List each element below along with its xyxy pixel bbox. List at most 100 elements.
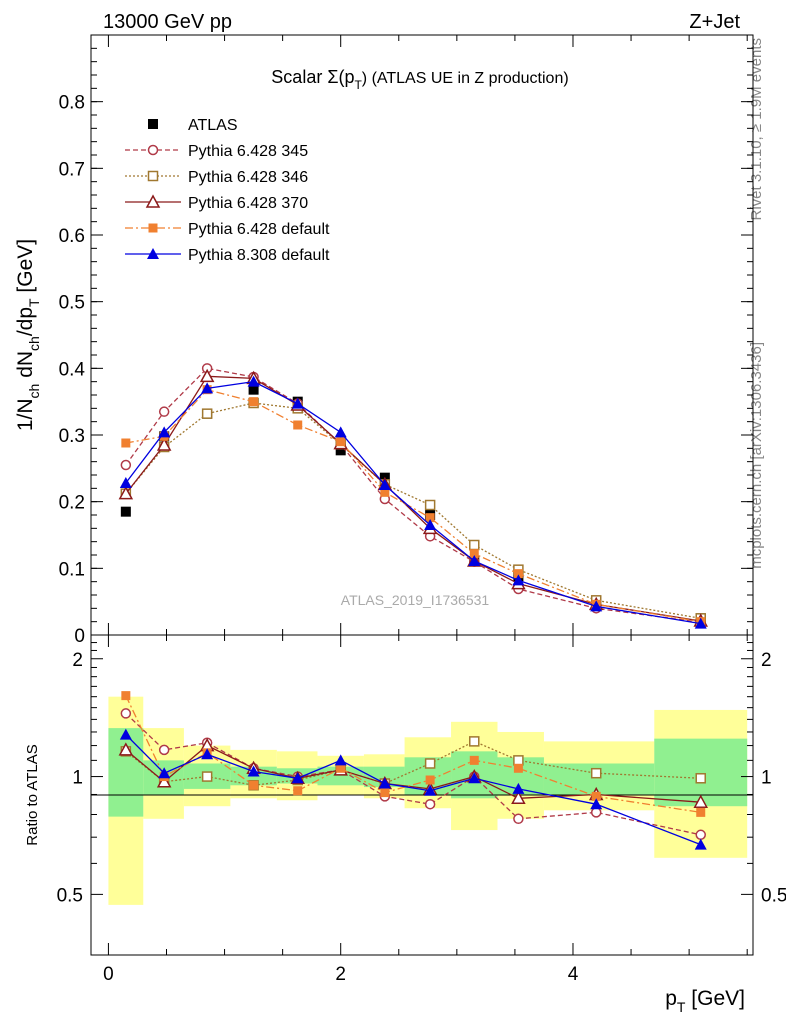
y-axis-label-part: ch: [26, 384, 42, 399]
data-point: [424, 519, 437, 530]
data-point: [156, 437, 172, 451]
ratio-point: [334, 754, 347, 766]
chart-title: Scalar Σ(pT) (ATLAS UE in Z production): [271, 67, 568, 92]
ratio-tick-label: 1: [72, 768, 83, 789]
x-tick-label: 4: [568, 964, 579, 985]
ratio-point: [249, 780, 259, 790]
ratio-series-group: [118, 691, 709, 850]
main-series-group: [118, 363, 709, 629]
y-tick-label: 0.1: [59, 559, 85, 580]
ratio-point: [511, 790, 526, 805]
data-point: [121, 438, 131, 448]
ratio-tick-label-right: 2: [761, 650, 772, 671]
ratio-tick-label: 2: [72, 650, 83, 671]
data-point: [158, 426, 171, 438]
data-point: [380, 487, 390, 497]
ratio-point: [591, 791, 601, 801]
y-tick-label: 0.3: [59, 426, 85, 447]
y-tick-label: 0.7: [59, 159, 85, 180]
data-point: [513, 569, 523, 579]
legend-label: Pythia 6.428 346: [188, 169, 308, 186]
x-tick-labels: 0 2 4: [103, 964, 579, 985]
header-left-label: 13000 GeV pp: [103, 11, 232, 33]
legend-marker: [147, 248, 159, 259]
ratio-point: [380, 788, 390, 798]
ratio-point: [590, 807, 602, 818]
ratio-point: [336, 763, 346, 773]
y-tick-label: 0.6: [59, 226, 85, 247]
y-tick-label: 0.4: [59, 359, 86, 380]
y-axis-label-part: 1/N: [14, 398, 37, 431]
series-line: [125, 380, 701, 625]
ratio-point: [120, 708, 132, 719]
ratio-point: [468, 772, 481, 784]
data-point: [247, 375, 260, 387]
data-point: [469, 539, 480, 551]
analysis-watermark: ATLAS_2019_I1736531: [341, 592, 490, 608]
legend-marker: [148, 223, 158, 233]
ratio-y-tick-labels: 0.5 0.5 1 1 2 2: [57, 650, 786, 907]
series-atlas: [120, 384, 706, 624]
data-point: [424, 499, 436, 511]
y-axis-label: 1/Nch dNch/dpT [GeV]: [14, 239, 42, 431]
ratio-point: [293, 786, 303, 796]
ratio-point: [291, 772, 304, 784]
x-tick-label: 2: [335, 964, 346, 985]
ratio-point: [513, 813, 524, 825]
legend-entry-pythia-6-428-370: Pythia 6.428 370: [125, 194, 308, 212]
data-point: [201, 408, 213, 419]
ratio-point: [201, 748, 214, 760]
ratio-point: [247, 765, 260, 777]
ratio-point: [424, 784, 437, 796]
ratio-axis-ticks: [91, 635, 753, 955]
data-point: [336, 437, 346, 447]
ratio-panel: 0.5 0.5 1 1 2 2 0 2 4: [57, 634, 786, 985]
legend-marker: [148, 119, 158, 129]
ratio-line: [125, 712, 701, 836]
legend-entry-pythia-6-428-345: Pythia 6.428 345: [125, 143, 308, 160]
ratio-point: [590, 798, 603, 810]
main-panel: 0 0.1 0.2 0.3 0.4 0.5 0.6 0.7 0.8 Scalar Σ(pT) (…: [59, 34, 754, 647]
data-point: [469, 549, 479, 559]
ratio-point: [424, 798, 436, 810]
y-axis-label-part: ch: [26, 336, 42, 351]
ratio-point: [469, 736, 480, 747]
legend-marker: [145, 194, 161, 208]
legend-label: Pythia 6.428 default: [188, 221, 330, 238]
data-point: [334, 426, 347, 438]
y-tick-label: 0: [74, 626, 85, 647]
main-axis-ticks: [91, 34, 753, 636]
ratio-point: [469, 755, 479, 765]
ratio-point: [590, 767, 602, 779]
legend-label: ATLAS: [188, 117, 238, 134]
legend-label: Pythia 8.308 default: [188, 247, 330, 264]
ratio-series-pythia-8-308-default: [119, 728, 707, 850]
y-tick-label: 0.8: [59, 93, 85, 114]
data-point: [512, 574, 525, 586]
series-pythia-8-308-default: [119, 375, 707, 629]
ratio-point: [156, 774, 172, 788]
ratio-y-axis-label: Ratio to ATLAS: [24, 744, 41, 845]
ratio-point: [693, 794, 709, 808]
header-right-label: Z+Jet: [689, 11, 740, 33]
x-axis-label: pT [GeV]: [665, 987, 745, 1015]
ratio-line: [125, 734, 701, 846]
ratio-line: [125, 744, 701, 803]
legend-entry-pythia-8-308-default: Pythia 8.308 default: [125, 247, 330, 264]
legend-entry-pythia-6-428-346: Pythia 6.428 346: [125, 169, 308, 186]
ratio-point: [696, 807, 706, 817]
y-axis-label-part: /dp: [14, 307, 37, 336]
ratio-point: [119, 728, 132, 740]
ratio-point: [695, 829, 706, 841]
ratio-point: [201, 771, 213, 782]
ratio-frame: [90, 634, 754, 956]
data-point-atlas: [120, 506, 131, 517]
rivet-version-label: Rivet 3.1.10, ≥ 1.9M events: [748, 38, 765, 221]
legend-entry-atlas: ATLAS: [148, 117, 238, 134]
ratio-point: [121, 691, 131, 701]
legend-marker: [147, 144, 159, 156]
y-axis-label-part: [GeV]: [14, 239, 37, 299]
ratio-band-inner: [108, 728, 144, 817]
x-tick-label: 0: [103, 964, 114, 985]
